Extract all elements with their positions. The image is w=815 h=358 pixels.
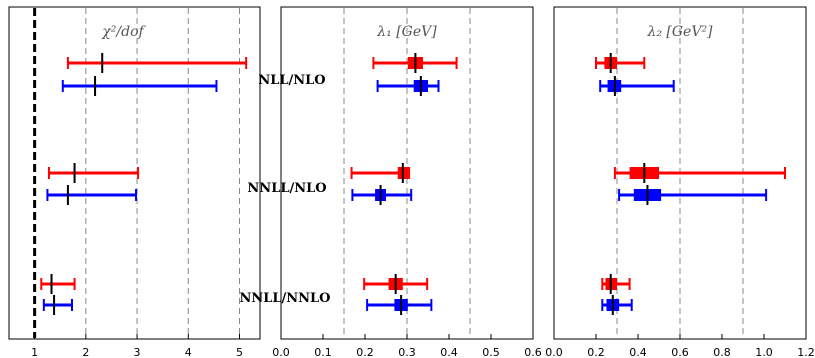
error-bar	[595, 53, 646, 73]
error-bar	[46, 185, 138, 205]
panel-title: λ₁ [GeV]	[376, 24, 437, 40]
x-tick-label: 0.5	[482, 346, 500, 358]
error-bar	[366, 295, 433, 315]
error-bar	[599, 76, 675, 96]
x-tick-label: 0.2	[356, 346, 374, 358]
x-tick-label: 2	[82, 346, 89, 358]
x-tick-label: 0.6	[524, 346, 542, 358]
x-tick-label: 0.0	[272, 346, 290, 358]
error-bar	[372, 53, 458, 73]
error-bar	[351, 185, 413, 205]
chart-panel-3: 0.0 0.2 0.4 0.6 0.8 1.0 1.2 λ₂ [GeV²]	[545, 6, 815, 358]
error-bar	[47, 163, 140, 183]
chart-panel-2: 0.0 0.1 0.2 0.3 0.4 0.5 0.6 λ₁ [GeV]	[272, 6, 542, 358]
x-tick-label: 0.6	[671, 346, 689, 358]
error-bar	[66, 53, 248, 73]
x-tick-label: 3	[134, 346, 141, 358]
x-tick-label: 0.4	[629, 346, 647, 358]
error-bar	[613, 163, 786, 183]
row-label-nnll-nlo: NNLL/NLO	[247, 181, 326, 196]
error-bar	[618, 185, 768, 205]
row-label-nll-nlo: NLL/NLO	[258, 73, 325, 88]
row-label-nnll-nnlo: NNLL/NNLO	[239, 291, 330, 306]
panels: 1 2 3 4 5 χ²/dof 0.0 0.1 0.2 0.3 0.4 0.5 0.6 λ₁ [GeV]…	[8, 6, 815, 358]
error-bar	[601, 274, 631, 294]
x-tick-label: 0.1	[314, 346, 332, 358]
x-tick-label: 1.0	[755, 346, 773, 358]
error-bar	[42, 295, 74, 315]
panel-frame	[8, 6, 261, 340]
x-tick-label: 0.4	[440, 346, 458, 358]
error-bar	[61, 76, 218, 96]
error-bar	[376, 76, 440, 96]
panel-title: λ₂ [GeV²]	[646, 24, 713, 40]
x-tick-label: 0.2	[587, 346, 605, 358]
x-tick-label: 0.0	[545, 346, 563, 358]
panel-title: χ²/dof	[101, 24, 146, 40]
x-tick-label: 1.2	[797, 346, 815, 358]
row-labels: NLL/NLO NNLL/NLO NNLL/NNLO	[239, 73, 330, 306]
error-bar	[40, 274, 76, 294]
error-bar	[363, 274, 429, 294]
x-tick-label: 1	[31, 346, 38, 358]
x-tick-label: 0.8	[713, 346, 731, 358]
error-bar	[350, 163, 411, 183]
chart-panel-1: 1 2 3 4 5 χ²/dof	[8, 6, 261, 358]
error-bar	[601, 295, 633, 315]
x-tick-label: 5	[236, 346, 243, 358]
x-tick-label: 0.3	[398, 346, 416, 358]
x-tick-label: 4	[185, 346, 192, 358]
